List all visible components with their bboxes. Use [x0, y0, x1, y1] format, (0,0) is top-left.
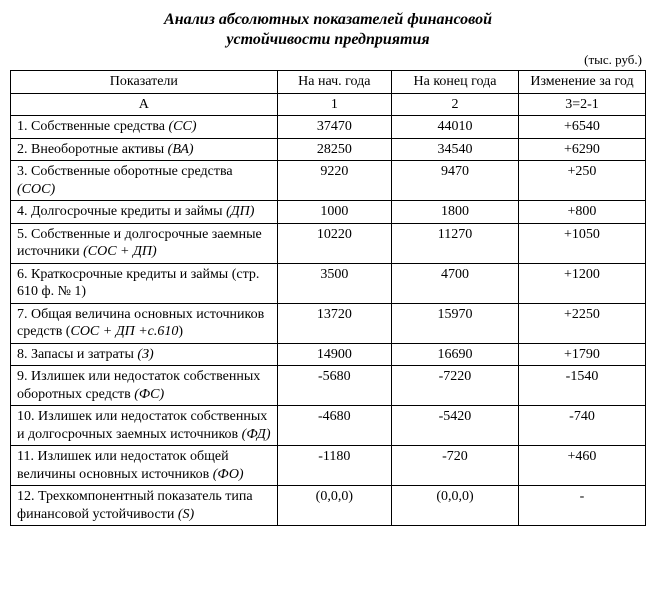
table-row: 2. Внеоборотные активы (ВА)2825034540+62…	[11, 138, 646, 161]
title-line-2: устойчивости предприятия	[226, 31, 429, 48]
indicator-symbol: (СС)	[168, 119, 196, 134]
table-header-row: Показатели На нач. года На конец года Из…	[11, 71, 646, 94]
table-row: 3. Собственные оборотные средства (СОС)9…	[11, 161, 646, 201]
indicator-symbol: (З)	[137, 347, 153, 362]
value-cell: +1200	[518, 263, 645, 303]
indicator-label: 12. Трехкомпонентный показатель типа фин…	[17, 489, 253, 522]
indicator-cell: 4. Долгосрочные кредиты и займы (ДП)	[11, 201, 278, 224]
indicator-label: 10. Излишек или недостаток собственных и…	[17, 409, 267, 442]
table-row: 7. Общая величина основных источников ср…	[11, 303, 646, 343]
value-cell: 4700	[391, 263, 518, 303]
value-cell: +2250	[518, 303, 645, 343]
value-cell: 1000	[277, 201, 391, 224]
table-row: 12. Трехкомпонентный показатель типа фин…	[11, 486, 646, 526]
indicator-symbol: (ФО)	[213, 467, 244, 482]
indicator-symbol: (СОС + ДП)	[83, 244, 157, 259]
financial-table: Показатели На нач. года На конец года Из…	[10, 70, 646, 526]
value-cell: -5420	[391, 406, 518, 446]
value-cell: 11270	[391, 223, 518, 263]
indicator-symbol: (ФД)	[242, 427, 271, 442]
table-row: 5. Собственные и долгосрочные заемные ис…	[11, 223, 646, 263]
col-header-end: На конец года	[391, 71, 518, 94]
indicator-cell: 10. Излишек или недостаток собственных и…	[11, 406, 278, 446]
subheader-2: 2	[391, 93, 518, 116]
value-cell: 34540	[391, 138, 518, 161]
indicator-cell: 6. Краткосрочные кредиты и займы (стр. 6…	[11, 263, 278, 303]
value-cell: 13720	[277, 303, 391, 343]
value-cell: +1790	[518, 343, 645, 366]
value-cell: -740	[518, 406, 645, 446]
value-cell: 9220	[277, 161, 391, 201]
indicator-label: 2. Внеоборотные активы	[17, 142, 168, 157]
value-cell: -1180	[277, 446, 391, 486]
unit-label: (тыс. руб.)	[10, 52, 642, 68]
table-subheader-row: А 1 2 3=2-1	[11, 93, 646, 116]
table-row: 11. Излишек или недостаток общей величин…	[11, 446, 646, 486]
col-header-change: Изменение за год	[518, 71, 645, 94]
indicator-cell: 8. Запасы и затраты (З)	[11, 343, 278, 366]
value-cell: +460	[518, 446, 645, 486]
value-cell: -4680	[277, 406, 391, 446]
indicator-symbol: (ФС)	[134, 387, 164, 402]
title-line-1: Анализ абсолютных показателей финансовой	[164, 11, 492, 28]
value-cell: +250	[518, 161, 645, 201]
indicator-tail: )	[178, 324, 183, 339]
indicator-cell: 3. Собственные оборотные средства (СОС)	[11, 161, 278, 201]
table-row: 8. Запасы и затраты (З)1490016690+1790	[11, 343, 646, 366]
indicator-label: 8. Запасы и затраты	[17, 347, 137, 362]
subheader-3: 3=2-1	[518, 93, 645, 116]
indicator-symbol: (ДП)	[226, 204, 254, 219]
table-row: 1. Собственные средства (СС)3747044010+6…	[11, 116, 646, 139]
indicator-cell: 12. Трехкомпонентный показатель типа фин…	[11, 486, 278, 526]
value-cell: +1050	[518, 223, 645, 263]
value-cell: 9470	[391, 161, 518, 201]
indicator-label: 11. Излишек или недостаток общей величин…	[17, 449, 229, 482]
value-cell: -5680	[277, 366, 391, 406]
indicator-symbol: СОС + ДП +с.610	[70, 324, 178, 339]
indicator-cell: 9. Излишек или недостаток собственных об…	[11, 366, 278, 406]
indicator-cell: 1. Собственные средства (СС)	[11, 116, 278, 139]
value-cell: +6540	[518, 116, 645, 139]
value-cell: -720	[391, 446, 518, 486]
value-cell: 28250	[277, 138, 391, 161]
col-header-start: На нач. года	[277, 71, 391, 94]
page-title: Анализ абсолютных показателей финансовой…	[10, 10, 646, 50]
indicator-label: 1. Собственные средства	[17, 119, 168, 134]
value-cell: -1540	[518, 366, 645, 406]
indicator-symbol: (ВА)	[168, 142, 194, 157]
indicator-cell: 5. Собственные и долгосрочные заемные ис…	[11, 223, 278, 263]
table-row: 9. Излишек или недостаток собственных об…	[11, 366, 646, 406]
value-cell: +800	[518, 201, 645, 224]
value-cell: 15970	[391, 303, 518, 343]
table-row: 6. Краткосрочные кредиты и займы (стр. 6…	[11, 263, 646, 303]
subheader-a: А	[11, 93, 278, 116]
value-cell: (0,0,0)	[391, 486, 518, 526]
subheader-1: 1	[277, 93, 391, 116]
indicator-label: 4. Долгосрочные кредиты и займы	[17, 204, 226, 219]
col-header-indicators: Показатели	[11, 71, 278, 94]
value-cell: 1800	[391, 201, 518, 224]
value-cell: +6290	[518, 138, 645, 161]
value-cell: -	[518, 486, 645, 526]
indicator-cell: 7. Общая величина основных источников ср…	[11, 303, 278, 343]
value-cell: 16690	[391, 343, 518, 366]
value-cell: -7220	[391, 366, 518, 406]
indicator-label: 6. Краткосрочные кредиты и займы (стр. 6…	[17, 267, 259, 300]
indicator-label: 3. Собственные оборотные средства	[17, 164, 233, 179]
value-cell: 10220	[277, 223, 391, 263]
value-cell: (0,0,0)	[277, 486, 391, 526]
table-row: 4. Долгосрочные кредиты и займы (ДП)1000…	[11, 201, 646, 224]
table-row: 10. Излишек или недостаток собственных и…	[11, 406, 646, 446]
value-cell: 3500	[277, 263, 391, 303]
value-cell: 37470	[277, 116, 391, 139]
value-cell: 14900	[277, 343, 391, 366]
indicator-cell: 11. Излишек или недостаток общей величин…	[11, 446, 278, 486]
indicator-cell: 2. Внеоборотные активы (ВА)	[11, 138, 278, 161]
value-cell: 44010	[391, 116, 518, 139]
indicator-symbol: (S)	[178, 507, 194, 522]
indicator-symbol: (СОС)	[17, 182, 55, 197]
